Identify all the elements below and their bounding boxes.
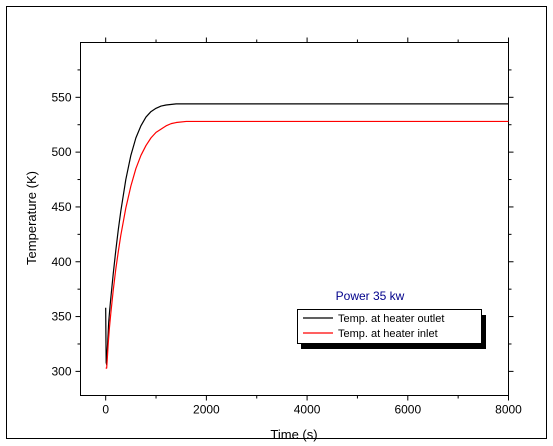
x-tick-label: 2000 — [193, 403, 220, 417]
x-axis: 0 2000 4000 6000 8000 — [102, 37, 522, 417]
y-tick-label: 350 — [51, 310, 71, 324]
legend-label-outlet: Temp. at heater outlet — [338, 313, 444, 325]
y-tick-label: 550 — [51, 90, 71, 104]
x-tick-label: 6000 — [394, 403, 421, 417]
y-tick-label: 500 — [51, 145, 71, 159]
x-axis-label: Time (s) — [270, 427, 317, 442]
power-annotation: Power 35 kw — [336, 289, 405, 303]
x-tick-label: 0 — [102, 403, 109, 417]
series-layer — [105, 103, 509, 369]
x-tick-label: 8000 — [495, 403, 522, 417]
y-tick-label: 400 — [51, 255, 71, 269]
legend: Temp. at heater outlet Temp. at heater i… — [297, 309, 486, 349]
x-tick-label: 4000 — [294, 403, 321, 417]
y-tick-label: 300 — [51, 364, 71, 378]
plot-area — [80, 42, 509, 396]
y-axis: 300 350 400 450 500 550 — [51, 69, 514, 378]
y-tick-label: 450 — [51, 200, 71, 214]
series-line-inlet — [105, 120, 509, 369]
legend-label-inlet: Temp. at heater inlet — [338, 328, 438, 340]
y-axis-label: Temperature (K) — [24, 171, 39, 265]
legend-box — [297, 309, 482, 344]
series-line-outlet — [105, 103, 509, 366]
figure-frame — [6, 6, 547, 439]
